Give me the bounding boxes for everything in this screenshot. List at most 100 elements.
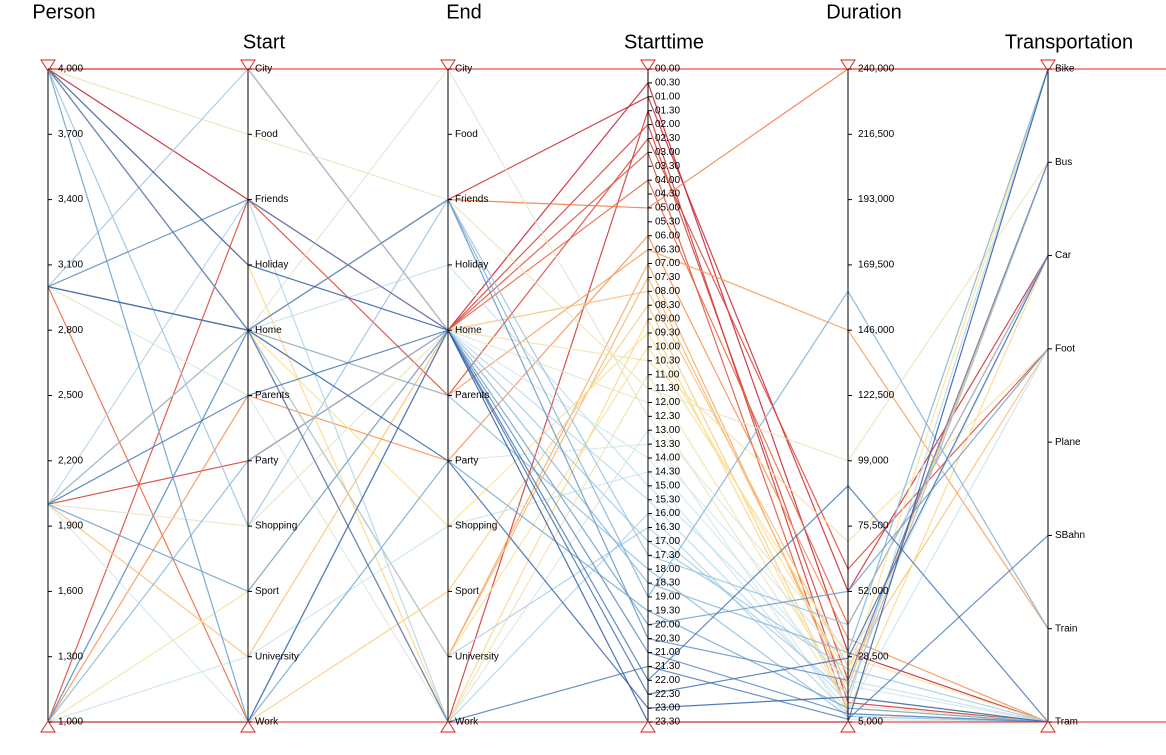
tick-label: 21.30 [655,661,680,672]
tick-label: 17.30 [655,550,680,561]
record-line [47,68,1049,723]
tick-label: 08.00 [655,286,680,297]
tick-label: 20.30 [655,633,680,644]
tick-label: 169,500 [858,260,895,271]
tick-label: 19.00 [655,592,680,603]
tick-label: Shopping [255,521,297,532]
tick-label: 17.00 [655,536,680,547]
tick-label: 18.00 [655,564,680,575]
record-line [47,329,1049,723]
tick-label: University [455,651,499,662]
range-handle [440,720,456,733]
range-handle [240,59,256,72]
tick-label: Holiday [255,260,288,271]
tick-label: 14.30 [655,467,680,478]
range-handle [840,59,856,72]
tick-label: 04.00 [655,175,680,186]
tick-label: 1,900 [58,521,83,532]
tick-label: 15.00 [655,480,680,491]
tick-label: 01.30 [655,105,680,116]
tick-label: 03.30 [655,161,680,172]
record-line [47,286,1049,723]
record-line [47,286,1049,724]
tick-label: 08.30 [655,300,680,311]
tick-label: University [255,651,299,662]
record-line [47,329,1049,723]
tick-label: Train [1055,623,1077,634]
tick-label: 146,000 [858,325,895,336]
tick-label: Bike [1055,64,1075,75]
record-line [47,68,1049,626]
record-line [47,198,1049,723]
tick-label: 23.30 [655,717,680,728]
axis-title: Duration [826,1,902,23]
tick-label: 20.00 [655,619,680,630]
tick-label: 22.30 [655,689,680,700]
record-line [48,255,1049,723]
tick-label: 240,000 [858,64,895,75]
tick-label: 07.00 [655,258,680,269]
range-handle [840,720,856,733]
tick-label: Parents [255,390,289,401]
range-handle [40,720,56,733]
tick-label: 02.00 [655,119,680,130]
tick-label: 09.30 [655,328,680,339]
tick-label: 06.00 [655,230,680,241]
tick-label: Car [1055,250,1072,261]
tick-label: 22.00 [655,675,680,686]
axis-title: Starttime [624,31,704,53]
range-handle [640,720,656,733]
tick-label: 19.30 [655,605,680,616]
tick-label: Party [455,455,478,466]
tick-label: 07.30 [655,272,680,283]
tick-label: 18.30 [655,578,680,589]
tick-label: Parents [455,390,489,401]
record-line [47,108,1049,724]
axis-title: Transportation [1005,31,1133,53]
record-line [47,68,1049,462]
tick-label: 122,500 [858,390,895,401]
range-handle [240,720,256,733]
axis-title: Start [243,31,286,53]
tick-label: 4,000 [58,64,83,75]
record-line [47,68,1049,723]
tick-label: Food [255,129,278,140]
record-line [47,329,1049,724]
record-line [47,329,1049,723]
tick-label: 01.00 [655,91,680,102]
tick-label: Food [455,129,478,140]
record-line [47,234,1049,723]
tick-label: 05.30 [655,216,680,227]
tick-label: 21.00 [655,647,680,658]
record-line [47,68,1049,723]
record-line [47,68,1049,723]
tick-label: 11.00 [655,369,680,380]
tick-label: 14.00 [655,453,680,464]
tick-label: 12.00 [655,397,680,408]
tick-label: Sport [255,586,279,597]
tick-label: Tram [1055,717,1078,728]
tick-label: 1,600 [58,586,83,597]
tick-label: 2,200 [58,455,83,466]
record-line [47,179,1049,724]
tick-label: Work [255,717,279,728]
tick-label: 3,700 [58,129,83,140]
range-handle [440,59,456,72]
axis-title: Person [32,1,95,23]
tick-label: Friends [255,194,288,205]
tick-label: SBahn [1055,530,1085,541]
tick-label: Work [455,717,479,728]
tick-label: 03.00 [655,147,680,158]
tick-label: 2,500 [58,390,83,401]
tick-label: 193,000 [858,194,895,205]
record-line [47,348,1049,723]
tick-label: Party [255,455,278,466]
tick-label: City [455,64,472,75]
tick-label: City [255,64,272,75]
record-line [47,68,1049,723]
tick-label: 216,500 [858,129,895,140]
tick-label: 16.00 [655,508,680,519]
tick-label: Bus [1055,157,1072,168]
tick-label: Home [255,325,282,336]
